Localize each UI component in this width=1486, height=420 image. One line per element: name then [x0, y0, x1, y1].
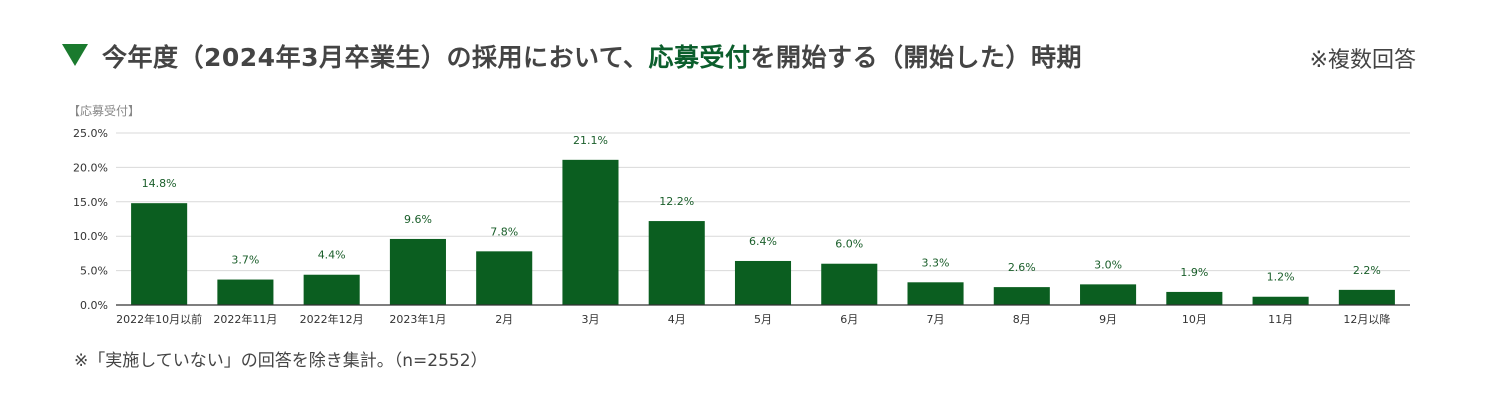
bar	[1080, 284, 1137, 305]
y-axis-ticks: 0.0% 5.0% 10.0% 15.0% 20.0% 25.0%	[73, 127, 108, 312]
data-label: 12.2%	[659, 195, 694, 208]
value-labels: 14.8% 3.7% 4.4% 9.6% 7.8% 21.1% 12.2% 6.4% 6.0% 3…	[142, 134, 1381, 284]
bars	[131, 159, 1395, 305]
data-label: 2.2%	[1353, 264, 1381, 277]
y-tick-label: 25.0%	[73, 127, 108, 140]
y-tick-label: 0.0%	[80, 299, 108, 312]
x-tick-label: 11月	[1268, 313, 1293, 326]
data-label: 1.9%	[1180, 266, 1208, 279]
x-tick-label: 2023年1月	[389, 312, 446, 326]
x-tick-label: 4月	[668, 313, 686, 326]
data-label: 4.4%	[318, 249, 346, 262]
title-accent: 応募受付	[648, 43, 751, 72]
bar	[1338, 289, 1395, 305]
data-label: 1.2%	[1267, 271, 1295, 284]
x-tick-label: 2022年10月以前	[116, 312, 202, 326]
x-tick-label: 8月	[1013, 313, 1031, 326]
data-label: 21.1%	[573, 134, 608, 147]
x-tick-label: 6月	[840, 313, 858, 326]
y-tick-label: 5.0%	[80, 265, 108, 278]
footnote: ※「実施していない」の回答を除き集計。（n=2552）	[74, 351, 488, 371]
x-tick-label: 2022年11月	[213, 312, 277, 326]
bar	[131, 203, 188, 305]
data-label: 3.7%	[231, 254, 259, 267]
bar	[562, 159, 619, 305]
bar	[1252, 296, 1309, 305]
title-main: 今年度（2024年3月卒業生）の採用において、	[102, 43, 649, 72]
down-triangle-icon	[62, 44, 88, 66]
data-label: 3.0%	[1094, 258, 1122, 271]
chart-title: 今年度（2024年3月卒業生）の採用において、応募受付を開始する（開始した）時期	[102, 38, 1082, 74]
x-tick-label: 3月	[581, 313, 599, 326]
data-label: 6.0%	[835, 238, 863, 251]
series-label: 【応募受付】	[68, 104, 140, 118]
bar	[821, 263, 878, 305]
x-tick-label: 2022年12月	[300, 312, 364, 326]
bar	[734, 260, 792, 305]
bar	[303, 274, 360, 305]
bar	[476, 251, 533, 305]
title-row: 今年度（2024年3月卒業生）の採用において、応募受付を開始する（開始した）時期…	[62, 36, 1416, 76]
data-label: 9.6%	[404, 213, 432, 226]
x-tick-label: 7月	[927, 313, 945, 326]
x-tick-label: 2月	[495, 313, 513, 326]
bar	[389, 238, 446, 305]
x-tick-label: 9月	[1099, 313, 1117, 326]
y-tick-label: 20.0%	[73, 161, 108, 174]
y-tick-label: 15.0%	[73, 196, 108, 209]
multiple-answer-note: ※複数回答	[1309, 48, 1416, 73]
x-tick-label: 12月以降	[1343, 312, 1390, 326]
data-label: 6.4%	[749, 235, 777, 248]
title-tail: を開始する（開始した）時期	[750, 43, 1083, 72]
bar	[217, 279, 274, 305]
x-axis-labels: 2022年10月以前 2022年11月 2022年12月 2023年1月 2月 3月 4月 5…	[116, 312, 1390, 326]
bar	[1166, 291, 1223, 305]
bar	[907, 282, 964, 305]
x-tick-label: 10月	[1182, 313, 1207, 326]
bar	[648, 221, 705, 305]
gridlines	[116, 132, 1410, 272]
data-label: 14.8%	[142, 177, 177, 190]
y-tick-label: 10.0%	[73, 230, 108, 243]
data-label: 2.6%	[1008, 261, 1036, 274]
data-label: 3.3%	[922, 256, 950, 269]
data-label: 7.8%	[490, 225, 518, 238]
x-tick-label: 5月	[754, 313, 772, 326]
bar	[993, 287, 1050, 305]
